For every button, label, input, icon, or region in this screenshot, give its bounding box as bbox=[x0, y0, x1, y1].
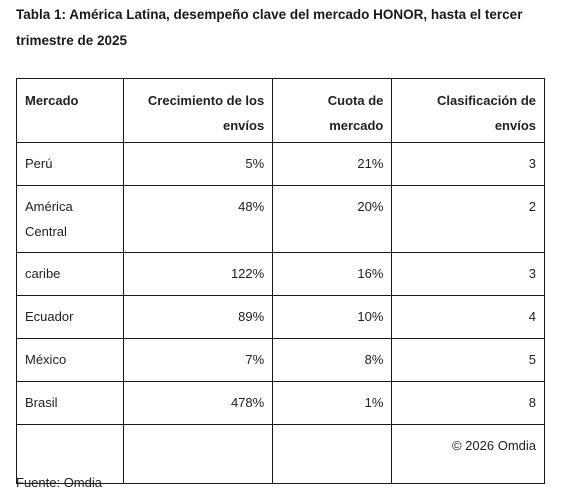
empty-cell bbox=[15, 424, 125, 484]
header-shipment-rank: Clasificación de envíos bbox=[391, 78, 545, 143]
cell-growth: 478% bbox=[123, 381, 274, 425]
cell-market: Brasil bbox=[15, 381, 125, 425]
cell-rank: 3 bbox=[391, 142, 545, 186]
table-row: Brasil 478% 1% 8 bbox=[15, 381, 545, 425]
table-footer-row: © 2026 Omdia bbox=[15, 424, 545, 484]
cell-share: 20% bbox=[272, 185, 393, 253]
cell-share: 8% bbox=[272, 338, 393, 382]
source-note: Fuente: Omdia bbox=[16, 475, 102, 490]
cell-rank: 2 bbox=[391, 185, 545, 253]
market-performance-table: Mercado Crecimiento de los envíos Cuota … bbox=[15, 78, 545, 484]
cell-market: Ecuador bbox=[15, 295, 125, 339]
cell-growth: 7% bbox=[123, 338, 274, 382]
cell-share: 21% bbox=[272, 142, 393, 186]
table-title: Tabla 1: América Latina, desempeño clave… bbox=[16, 7, 523, 48]
header-market-share: Cuota de mercado bbox=[272, 78, 393, 143]
header-shipment-growth: Crecimiento de los envíos bbox=[123, 78, 274, 143]
cell-market: caribe bbox=[15, 252, 125, 296]
table-row: América Central 48% 20% 2 bbox=[15, 185, 545, 253]
cell-growth: 48% bbox=[123, 185, 274, 253]
table-header-row: Mercado Crecimiento de los envíos Cuota … bbox=[15, 78, 545, 143]
cell-growth: 122% bbox=[123, 252, 274, 296]
header-market: Mercado bbox=[15, 78, 125, 143]
cell-share: 10% bbox=[272, 295, 393, 339]
cell-rank: 5 bbox=[391, 338, 545, 382]
cell-share: 16% bbox=[272, 252, 393, 296]
cell-market: México bbox=[15, 338, 125, 382]
table-row: Ecuador 89% 10% 4 bbox=[15, 295, 545, 339]
empty-cell bbox=[123, 424, 274, 484]
cell-rank: 3 bbox=[391, 252, 545, 296]
table-row: Perú 5% 21% 3 bbox=[15, 142, 545, 186]
cell-growth: 89% bbox=[123, 295, 274, 339]
cell-market: América Central bbox=[15, 185, 125, 253]
empty-cell bbox=[272, 424, 393, 484]
copyright-note: © 2026 Omdia bbox=[391, 424, 545, 484]
cell-rank: 8 bbox=[391, 381, 545, 425]
cell-rank: 4 bbox=[391, 295, 545, 339]
table-row: caribe 122% 16% 3 bbox=[15, 252, 545, 296]
table-row: México 7% 8% 5 bbox=[15, 338, 545, 382]
cell-growth: 5% bbox=[123, 142, 274, 186]
cell-share: 1% bbox=[272, 381, 393, 425]
cell-market: Perú bbox=[15, 142, 125, 186]
